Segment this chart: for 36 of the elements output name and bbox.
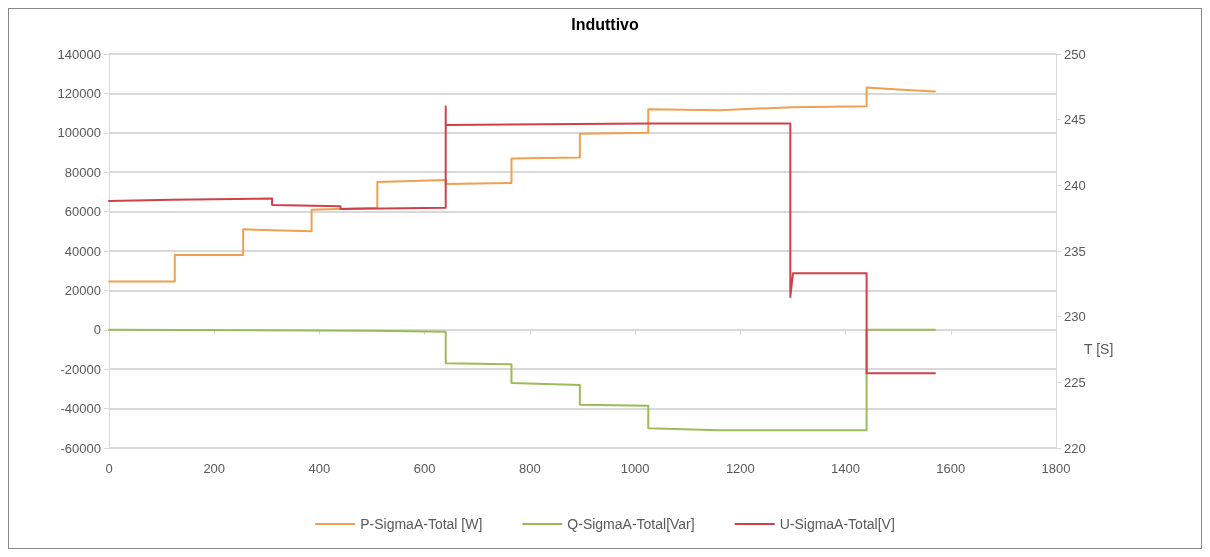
- x-tick-label: 1600: [936, 461, 966, 476]
- x-tick-label: 600: [413, 461, 436, 476]
- x-tick-label: 1800: [1041, 461, 1071, 476]
- x-tick-label: 0: [105, 461, 113, 476]
- x-tick-label: 400: [308, 461, 331, 476]
- y2-tick-label: 245: [1064, 112, 1086, 128]
- y-tick-label: 80000: [64, 164, 101, 180]
- legend-label: U-SigmaA-Total[V]: [779, 516, 895, 532]
- y2-tick-label: 225: [1064, 374, 1086, 390]
- x-tick-label: 1000: [620, 461, 650, 476]
- y2-tick-label: 220: [1064, 440, 1086, 456]
- x-axis-title: T [S]: [1084, 340, 1114, 357]
- y-tick-label: 120000: [57, 85, 101, 101]
- x-tick-label: 200: [203, 461, 226, 476]
- chart-title: Induttivo: [571, 15, 639, 33]
- line-series: [108, 105, 936, 375]
- y-tick-label: 140000: [57, 46, 101, 62]
- y-tick-label: 40000: [64, 243, 101, 259]
- y-tick-label: 60000: [64, 204, 101, 220]
- x-tick-label: 1400: [831, 461, 861, 476]
- y-tick-label: 100000: [57, 125, 101, 141]
- x-tick-label: 1200: [725, 461, 755, 476]
- line-series: [108, 86, 936, 283]
- y2-tick-label: 240: [1064, 177, 1086, 193]
- y2-tick-label: 230: [1064, 309, 1086, 325]
- y-tick-label: 0: [93, 322, 101, 338]
- x-tick-label: 800: [519, 461, 541, 476]
- y-tick-label: -20000: [60, 361, 101, 377]
- y2-tick-label: 235: [1064, 243, 1086, 259]
- y2-tick-label: 250: [1064, 46, 1086, 62]
- legend-label: P-SigmaA-Total [W]: [360, 516, 483, 532]
- y-tick-label: 20000: [64, 282, 101, 298]
- y-tick-label: -40000: [60, 401, 101, 417]
- y-tick-label: -60000: [60, 440, 101, 456]
- legend-label: Q-SigmaA-Total[Var]: [567, 516, 695, 532]
- line-series: [108, 328, 936, 432]
